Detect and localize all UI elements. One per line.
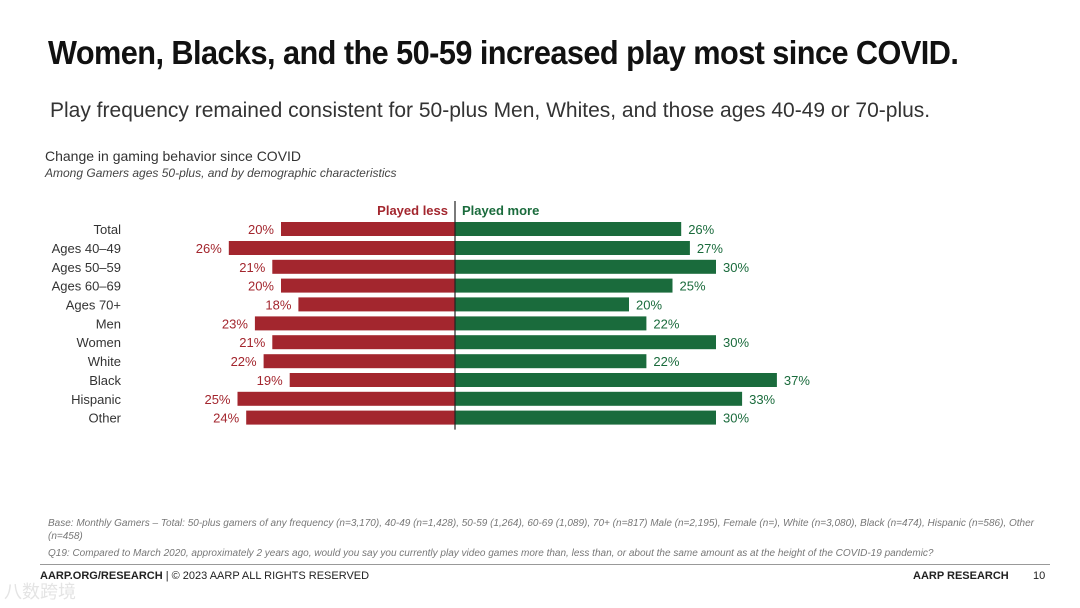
bar-played-less xyxy=(228,241,455,255)
bar-played-more xyxy=(455,373,777,387)
slide-subtitle: Play frequency remained consistent for 5… xyxy=(50,99,931,122)
value-label-played-more: 25% xyxy=(680,279,706,294)
category-label: White xyxy=(88,354,121,369)
footer-link[interactable]: AARP.ORG/RESEARCH xyxy=(40,570,163,582)
bar-played-more xyxy=(455,297,629,312)
value-label-played-less: 23% xyxy=(222,316,248,331)
value-label-played-less: 19% xyxy=(257,373,283,388)
bar-played-less xyxy=(281,222,455,236)
watermark: 八数跨境 xyxy=(4,582,76,602)
bar-played-less xyxy=(263,354,455,369)
bar-played-less xyxy=(281,278,455,293)
bar-played-more xyxy=(455,222,682,236)
value-label-played-less: 18% xyxy=(265,297,291,312)
category-label: Hispanic xyxy=(71,392,121,407)
bar-played-more xyxy=(455,391,743,406)
value-label-played-less: 26% xyxy=(196,241,222,256)
value-label-played-less: 22% xyxy=(231,354,257,369)
bar-played-less xyxy=(237,391,455,406)
value-label-played-more: 26% xyxy=(688,222,714,237)
category-label: Total xyxy=(94,222,122,237)
chart-subtitle: Among Gamers ages 50-plus, and by demogr… xyxy=(45,166,397,180)
value-label-played-more: 30% xyxy=(723,411,749,426)
category-label: Ages 50–59 xyxy=(52,260,121,275)
bar-played-more xyxy=(455,335,716,350)
bar-played-less xyxy=(272,335,455,350)
footer-divider xyxy=(40,564,1050,565)
value-label-played-less: 25% xyxy=(204,392,230,407)
value-label-played-more: 22% xyxy=(653,316,679,331)
bar-played-less xyxy=(298,297,455,312)
footer-brand: AARP RESEARCH xyxy=(913,570,1009,582)
value-label-played-less: 20% xyxy=(248,279,274,294)
value-label-played-less: 21% xyxy=(239,260,265,275)
footer-copyright: | © 2023 AARP ALL RIGHTS RESERVED xyxy=(162,570,370,582)
footer-left: AARP.ORG/RESEARCH | © 2023 AARP ALL RIGH… xyxy=(40,570,369,582)
value-label-played-more: 37% xyxy=(784,373,810,388)
value-label-played-less: 24% xyxy=(213,411,239,426)
footnote-question: Q19: Compared to March 2020, approximate… xyxy=(48,548,934,559)
category-label: Ages 60–69 xyxy=(52,279,121,294)
value-label-played-more: 30% xyxy=(723,260,749,275)
category-label: Other xyxy=(88,411,121,426)
legend-played-more: Played more xyxy=(462,203,539,218)
bar-played-more xyxy=(455,354,647,369)
category-label: Men xyxy=(96,316,121,331)
value-label-played-more: 33% xyxy=(749,392,775,407)
chart-title: Change in gaming behavior since COVID xyxy=(45,148,302,164)
bar-played-less xyxy=(289,373,455,387)
category-label: Ages 70+ xyxy=(66,297,121,312)
page-number: 10 xyxy=(1033,570,1046,582)
value-label-played-more: 27% xyxy=(697,241,723,256)
footnote-base: Base: Monthly Gamers – Total: 50-plus ga… xyxy=(48,518,1034,542)
bar-played-less xyxy=(246,410,455,425)
value-label-played-more: 20% xyxy=(636,297,662,312)
bar-played-more xyxy=(455,241,690,255)
category-label: Women xyxy=(76,335,121,350)
bar-played-less xyxy=(272,259,455,274)
diverging-bar-chart: Played less Played more Total 20% 26% Ages 40… xyxy=(52,201,810,430)
slide-title: Women, Blacks, and the 50-59 increased p… xyxy=(48,34,959,71)
bar-played-less xyxy=(254,316,455,331)
category-label: Ages 40–49 xyxy=(52,241,121,256)
bar-played-more xyxy=(455,316,647,331)
value-label-played-more: 30% xyxy=(723,335,749,350)
bar-played-more xyxy=(455,278,673,293)
value-label-played-less: 20% xyxy=(248,222,274,237)
value-label-played-more: 22% xyxy=(653,354,679,369)
category-label: Black xyxy=(89,373,121,388)
value-label-played-less: 21% xyxy=(239,335,265,350)
bar-played-more xyxy=(455,410,716,425)
legend-played-less: Played less xyxy=(377,203,448,218)
bar-played-more xyxy=(455,259,716,274)
